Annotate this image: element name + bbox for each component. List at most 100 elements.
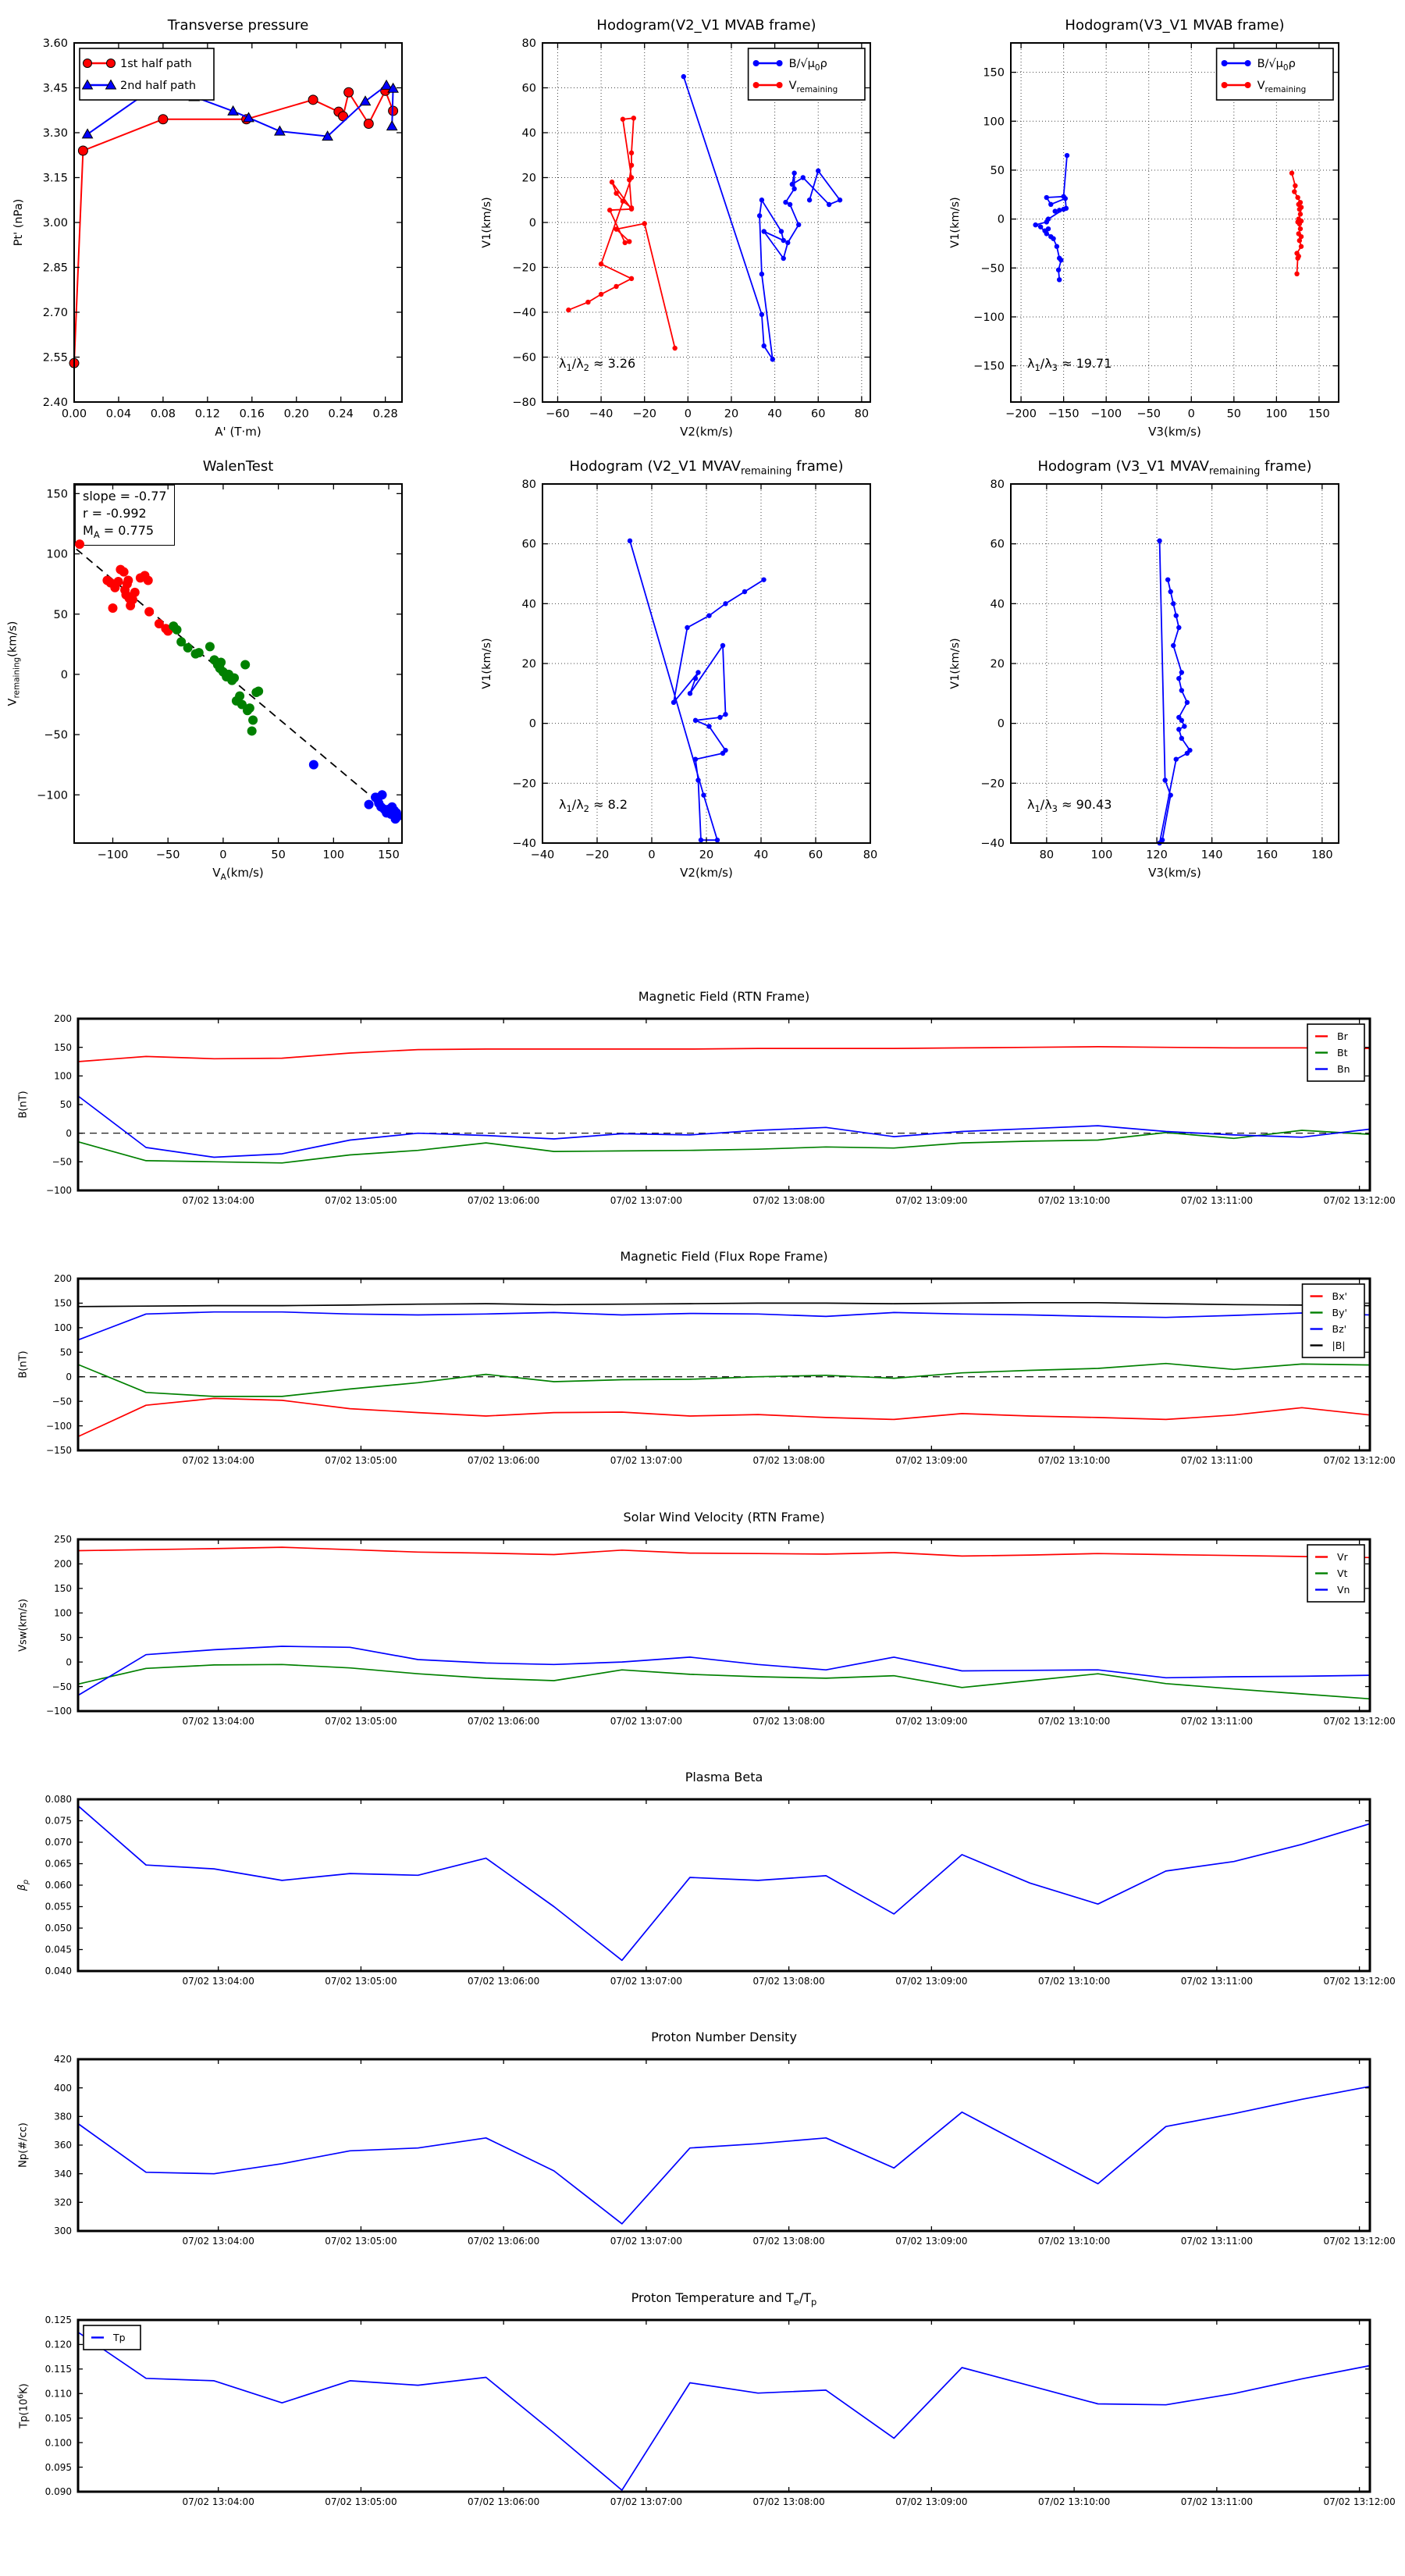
panel-title: Plasma Beta xyxy=(685,1770,763,1784)
svg-text:0: 0 xyxy=(648,849,655,862)
svg-text:07/02 13:10:00: 07/02 13:10:00 xyxy=(1038,1455,1110,1466)
svg-text:−50: −50 xyxy=(44,729,68,742)
x-axis-label: V2(km/s) xyxy=(680,425,733,439)
svg-text:07/02 13:05:00: 07/02 13:05:00 xyxy=(325,1195,397,1206)
svg-text:07/02 13:11:00: 07/02 13:11:00 xyxy=(1181,1195,1253,1206)
svg-text:200: 200 xyxy=(54,1013,72,1024)
svg-text:80: 80 xyxy=(1040,849,1054,862)
ticks: 07/02 13:04:00 07/02 13:05:00 07/02 13:06:… xyxy=(46,1273,1396,1466)
series-bn xyxy=(77,1095,1371,1158)
svg-text:3.45: 3.45 xyxy=(43,83,68,95)
svg-text:−150: −150 xyxy=(46,1445,72,1456)
svg-text:−40: −40 xyxy=(589,408,614,421)
svg-text:0: 0 xyxy=(685,408,692,421)
svg-text:07/02 13:09:00: 07/02 13:09:00 xyxy=(895,1195,967,1206)
svg-text:420: 420 xyxy=(54,2054,72,2065)
panel-hodogram-v3-mvab: Hodogram(V3_V1 MVAB frame) V1(km/s) V3(k… xyxy=(937,8,1405,449)
ticks: 07/02 13:04:00 07/02 13:05:00 07/02 13:06:… xyxy=(45,1794,1396,1987)
svg-text:07/02 13:11:00: 07/02 13:11:00 xyxy=(1181,1716,1253,1727)
svg-text:0.110: 0.110 xyxy=(45,2388,72,2399)
panel-title: WalenTest xyxy=(202,458,274,475)
svg-text:160: 160 xyxy=(1256,849,1278,862)
eigenvalue-ratio-annotation: λ1/λ2 ≈ 3.26 xyxy=(559,356,636,374)
svg-text:07/02 13:10:00: 07/02 13:10:00 xyxy=(1038,2236,1110,2247)
svg-text:300: 300 xyxy=(54,2226,72,2236)
svg-text:2.85: 2.85 xyxy=(43,262,68,275)
panel-title: Hodogram(V2_V1 MVAB frame) xyxy=(596,17,816,34)
svg-text:07/02 13:10:00: 07/02 13:10:00 xyxy=(1038,1976,1110,1987)
plasma-beta-plot: 07/02 13:04:00 07/02 13:05:00 07/02 13:06:… xyxy=(45,1794,1396,1987)
panel-proton-number-density: Proton Number Density Np(#/cc) 07/02 13:… xyxy=(0,2019,1405,2279)
magnetic-field-flux-rope-plot: 07/02 13:04:00 07/02 13:05:00 07/02 13:06:… xyxy=(46,1273,1396,1466)
svg-text:07/02 13:04:00: 07/02 13:04:00 xyxy=(183,1195,254,1206)
svg-text:20: 20 xyxy=(522,658,536,671)
series-beta-p xyxy=(77,1805,1371,1962)
svg-text:20: 20 xyxy=(522,173,536,185)
series-vn xyxy=(77,1646,1371,1696)
svg-text:150: 150 xyxy=(54,1042,72,1053)
svg-text:07/02 13:06:00: 07/02 13:06:00 xyxy=(468,2236,539,2247)
panel-proton-temperature: Proton Temperature and Te/Tp Tp(106K) 07… xyxy=(0,2279,1405,2539)
svg-text:100: 100 xyxy=(983,116,1005,128)
svg-text:−100: −100 xyxy=(37,789,68,802)
svg-text:Bt: Bt xyxy=(1337,1047,1348,1059)
svg-text:80: 80 xyxy=(522,479,536,491)
series-v-hodogram xyxy=(627,538,767,843)
walen-test-plot: −100 −50 0 50 100 150 −100 −50 0 50 100 150 xyxy=(37,483,403,862)
svg-text:07/02 13:12:00: 07/02 13:12:00 xyxy=(1323,1716,1395,1727)
svg-text:−50: −50 xyxy=(52,1681,72,1692)
svg-text:07/02 13:12:00: 07/02 13:12:00 xyxy=(1323,1976,1395,1987)
svg-text:360: 360 xyxy=(54,2140,72,2151)
panel-title: Proton Number Density xyxy=(651,2030,797,2044)
svg-text:07/02 13:09:00: 07/02 13:09:00 xyxy=(895,1716,967,1727)
svg-text:Bz': Bz' xyxy=(1332,1323,1347,1335)
svg-text:0.115: 0.115 xyxy=(45,2364,72,2375)
svg-text:Vr: Vr xyxy=(1337,1551,1349,1563)
series-np xyxy=(77,2085,1371,2225)
x-axis-label: A' (T·m) xyxy=(215,425,261,439)
svg-text:−200: −200 xyxy=(1005,408,1037,421)
svg-text:0.080: 0.080 xyxy=(45,1794,72,1805)
svg-text:150: 150 xyxy=(983,67,1005,80)
svg-text:0: 0 xyxy=(998,718,1005,731)
ticks: 0.00 0.04 0.08 0.12 0.16 0.20 0.24 0.28 2.40 2.55… xyxy=(43,37,402,421)
series-v-remaining xyxy=(566,116,678,351)
svg-text:40: 40 xyxy=(522,127,536,140)
svg-text:100: 100 xyxy=(1266,408,1288,421)
ticks: −40 −20 0 20 40 60 80 −40 −20 0 20 40 60 80 xyxy=(512,479,877,861)
svg-text:07/02 13:09:00: 07/02 13:09:00 xyxy=(895,1455,967,1466)
svg-text:Tp: Tp xyxy=(112,2332,126,2343)
svg-text:07/02 13:04:00: 07/02 13:04:00 xyxy=(183,1976,254,1987)
eigenvalue-ratio-annotation: λ1/λ2 ≈ 8.2 xyxy=(559,797,628,815)
svg-text:07/02 13:10:00: 07/02 13:10:00 xyxy=(1038,2496,1110,2507)
svg-text:50: 50 xyxy=(1227,408,1241,421)
walen-slope: slope = -0.77 xyxy=(83,489,167,503)
svg-text:07/02 13:08:00: 07/02 13:08:00 xyxy=(752,2496,824,2507)
svg-text:0.08: 0.08 xyxy=(151,408,176,421)
hodogram-v3-mvav-plot: 80 100 120 140 160 180 −40 −20 0 20 40 60 80 xyxy=(980,479,1339,862)
svg-text:0.04: 0.04 xyxy=(106,408,131,421)
svg-text:Bn: Bn xyxy=(1337,1063,1350,1075)
svg-text:−60: −60 xyxy=(512,352,536,365)
x-axis-label: V3(km/s) xyxy=(1148,425,1201,439)
svg-text:0.00: 0.00 xyxy=(62,408,87,421)
solar-wind-velocity-plot: 07/02 13:04:00 07/02 13:05:00 07/02 13:06:… xyxy=(46,1534,1396,1727)
svg-text:07/02 13:07:00: 07/02 13:07:00 xyxy=(610,1455,682,1466)
svg-text:07/02 13:11:00: 07/02 13:11:00 xyxy=(1181,1976,1253,1987)
svg-text:100: 100 xyxy=(322,849,344,862)
svg-text:40: 40 xyxy=(767,408,781,421)
svg-text:−40: −40 xyxy=(512,838,536,850)
svg-text:2.40: 2.40 xyxy=(43,397,68,409)
svg-text:0: 0 xyxy=(529,217,536,229)
svg-text:07/02 13:06:00: 07/02 13:06:00 xyxy=(468,1195,539,1206)
svg-text:07/02 13:09:00: 07/02 13:09:00 xyxy=(895,2496,967,2507)
svg-text:40: 40 xyxy=(991,598,1005,610)
ticks: 80 100 120 140 160 180 −40 −20 0 20 40 60 80 xyxy=(980,479,1339,862)
svg-text:0: 0 xyxy=(529,718,536,731)
svg-text:100: 100 xyxy=(1091,849,1113,862)
svg-text:320: 320 xyxy=(54,2197,72,2208)
svg-text:07/02 13:10:00: 07/02 13:10:00 xyxy=(1038,1195,1110,1206)
svg-text:−20: −20 xyxy=(512,262,536,275)
hodogram-v3-mvab-plot: −200 −150 −100 −50 0 50 100 150 −150 −100 −50 0 50 10… xyxy=(973,42,1339,421)
svg-text:−20: −20 xyxy=(585,849,610,862)
